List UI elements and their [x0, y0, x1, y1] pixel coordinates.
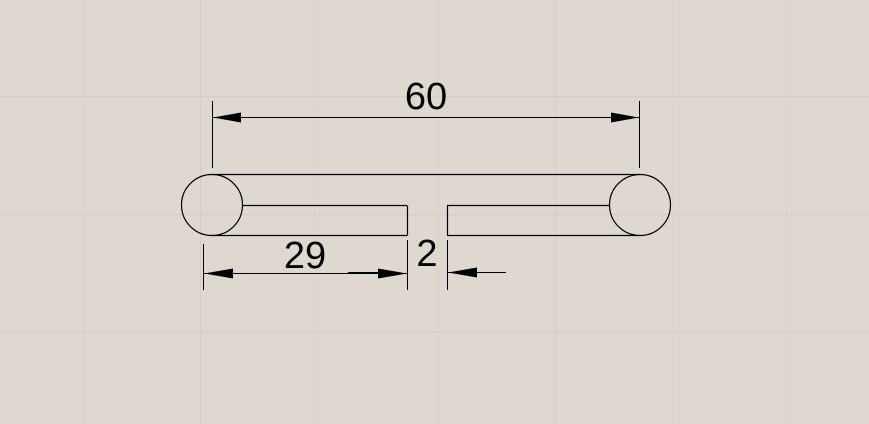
dimension-label-gap: 2: [416, 233, 437, 275]
dimension-label-segment: 29: [284, 235, 326, 277]
arrowhead-right: [378, 268, 407, 279]
arrowhead-left: [213, 112, 241, 123]
arrowhead-right: [611, 112, 639, 123]
dimension-overall: [212, 101, 640, 168]
part-outline: [180, 173, 672, 237]
arrowhead-left: [448, 267, 477, 278]
arrowhead-left: [204, 268, 233, 279]
grid-minor: [83, 0, 792, 424]
dimension-label-overall: 60: [405, 76, 447, 118]
dimension-segment: [203, 240, 408, 290]
dimension-gap: [447, 240, 506, 290]
